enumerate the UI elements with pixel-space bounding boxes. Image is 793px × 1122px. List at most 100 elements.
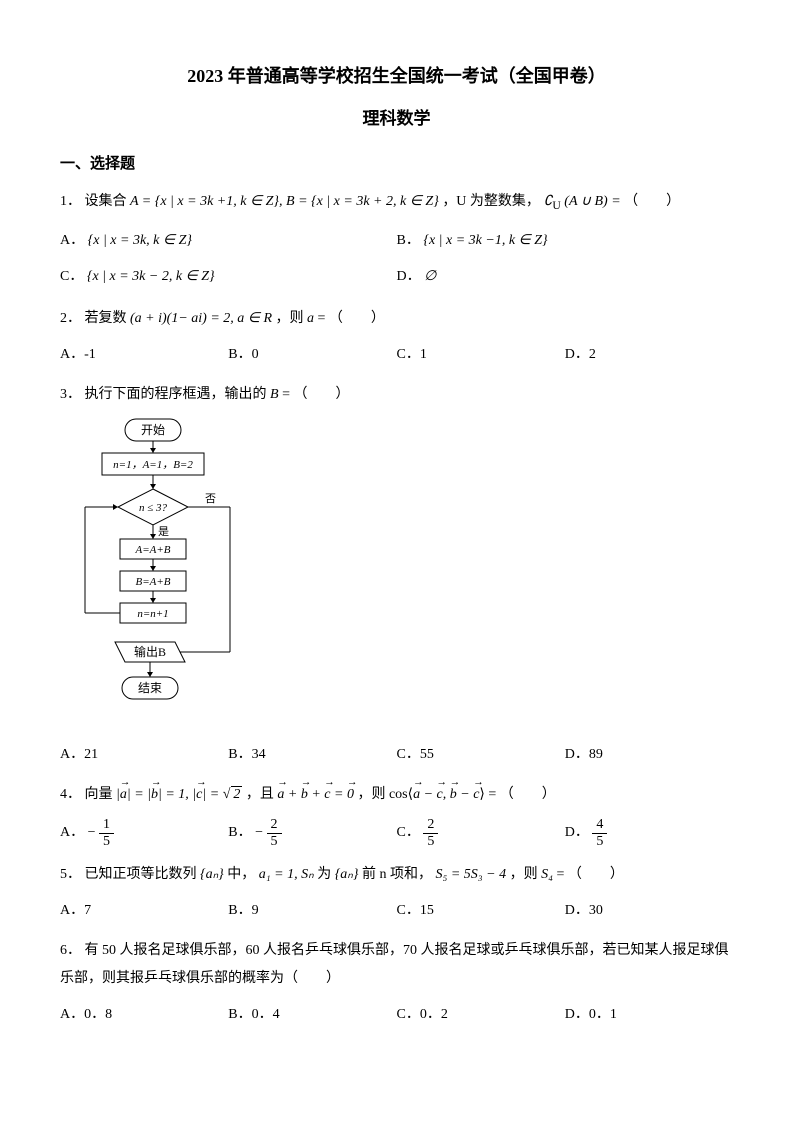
optB-sign: − [255,825,263,840]
question-5: 5． 已知正项等比数列 {aₙ} 中， a₁ = 1, Sₙ 为 {aₙ} 前 … [60,861,733,927]
q3-num: 3． [60,387,81,402]
optD-den: 5 [592,834,607,849]
fc-output: 输出B [134,644,166,659]
q5-texte: ，则 [510,867,542,882]
optB-label: B． [228,825,251,840]
fc-init: n=1，A=1，B=2 [113,459,193,471]
q2-num: 2． [60,311,81,326]
flowchart-svg: 开始 n=1，A=1，B=2 n ≤ 3? 否 是 A=A+B [70,417,270,727]
page-subtitle: 理科数学 [60,104,733,135]
q2-mid: ，则 [276,311,308,326]
q3-options: A．21 B．34 C．55 D．89 [60,739,733,771]
q5-textc: 为 [317,867,331,882]
q6-optC[interactable]: C．0．2 [397,999,565,1031]
q2-a: a [307,311,314,326]
q4-mid3: ，则 cos⟨a − c, b − c⟩ = （ ） [357,787,555,802]
optC-den: 5 [423,834,438,849]
q3-optC[interactable]: C．55 [397,739,565,771]
question-6: 6． 有 50 人报名足球俱乐部，60 人报名乒乓球俱乐部，70 人报名足球或乒… [60,937,733,1031]
section-header: 一、选择题 [60,151,733,178]
q5-an: {aₙ} [200,867,224,882]
q5-an2: {aₙ} [335,867,359,882]
optD-text: ∅ [424,269,436,284]
fc-step3: n=n+1 [137,608,168,620]
q4-optB[interactable]: B． − 25 [228,815,396,851]
q5-optC[interactable]: C．15 [397,895,565,927]
page-title: 2023 年普通高等学校招生全国统一考试（全国甲卷） [60,60,733,92]
q5-num: 5． [60,867,81,882]
optB-den: 5 [267,834,282,849]
q1-optD[interactable]: D． ∅ [397,259,734,295]
q2-eq: = （ ） [318,311,385,326]
optD-num: 4 [592,817,607,833]
q2-formula: (a + i)(1− ai) = 2, a ∈ R [130,311,272,326]
fc-step2: B=A+B [135,576,170,588]
question-4: 4． 向量 |a| = |b| = 1, |c| = 2 ，且 a + b + … [60,781,733,851]
q3-b: B [270,387,279,402]
q1-mid: ，U 为整数集， [442,194,540,209]
q5-eqn: S₅ = 5S₃ − 4 [435,867,506,882]
q3-optD[interactable]: D．89 [565,739,733,771]
q3-optA[interactable]: A．21 [60,739,228,771]
q5-optB[interactable]: B．9 [228,895,396,927]
q5-optA[interactable]: A．7 [60,895,228,927]
q3-optB[interactable]: B．34 [228,739,396,771]
optC-num: 2 [423,817,438,833]
question-1: 1． 设集合 A = {x | x = 3k +1, k ∈ Z}, B = {… [60,188,733,295]
q5-textb: 中， [227,867,255,882]
q5-s4: S₄ [541,867,553,882]
q5-options: A．7 B．9 C．15 D．30 [60,895,733,927]
q1-paren: （ ） [624,194,680,209]
q1-optB[interactable]: B． {x | x = 3k −1, k ∈ Z} [397,223,734,259]
optA-den: 5 [99,834,114,849]
optC-label: C． [397,825,420,840]
q2-options: A．-1 B．0 C．1 D．2 [60,339,733,371]
optC-label: C． [60,269,83,284]
fc-cond: n ≤ 3? [139,502,168,514]
q1-formula: A = {x | x = 3k +1, k ∈ Z}, B = {x | x =… [130,194,439,209]
q1-optA[interactable]: A． {x | x = 3k, k ∈ Z} [60,223,397,259]
flowchart: 开始 n=1，A=1，B=2 n ≤ 3? 否 是 A=A+B [70,417,733,727]
q4-optA[interactable]: A． − 15 [60,815,228,851]
optB-text: {x | x = 3k −1, k ∈ Z} [423,233,547,248]
q4-options: A． − 15 B． − 25 C． 25 D． 45 [60,815,733,851]
q6-optB[interactable]: B．0．4 [228,999,396,1031]
q4-num: 4． [60,787,81,802]
q2-optC[interactable]: C．1 [397,339,565,371]
fc-step1: A=A+B [134,544,170,556]
q2-optB[interactable]: B．0 [228,339,396,371]
q6-optA[interactable]: A．0．8 [60,999,228,1031]
q1-tailrest: (A ∪ B) = [564,194,620,209]
q2-optA[interactable]: A．-1 [60,339,228,371]
question-3: 3． 执行下面的程序框遇，输出的 B = （ ） 开始 n=1，A=1，B=2 … [60,381,733,771]
q4-mid2: ，且 [246,787,278,802]
question-2: 2． 若复数 (a + i)(1− ai) = 2, a ∈ R ，则 a = … [60,305,733,371]
q3-eq: = （ ） [282,387,349,402]
fc-end: 结束 [138,681,162,695]
q5-eq: = （ ） [556,867,623,882]
q4-optC[interactable]: C． 25 [397,815,565,851]
q6-num: 6． [60,943,81,958]
q2-optD[interactable]: D．2 [565,339,733,371]
q1-prefix: 设集合 [85,194,131,209]
q1-num: 1． [60,194,81,209]
q6-options: A．0．8 B．0．4 C．0．2 D．0．1 [60,999,733,1031]
q3-text: 执行下面的程序框遇，输出的 [85,387,271,402]
fc-yes: 是 [158,525,169,538]
q5-a1: a₁ = 1, Sₙ [259,867,314,882]
q6-optD[interactable]: D．0．1 [565,999,733,1031]
q5-optD[interactable]: D．30 [565,895,733,927]
optB-num: 2 [267,817,282,833]
q1-options: A． {x | x = 3k, k ∈ Z} B． {x | x = 3k −1… [60,223,733,295]
q6-text: 有 50 人报名足球俱乐部，60 人报名乒乓球俱乐部，70 人报名足球或乒乓球俱… [60,943,729,986]
q5-texta: 已知正项等比数列 [85,867,197,882]
q4-optD[interactable]: D． 45 [565,815,733,851]
optB-label: B． [397,233,420,248]
q5-textd: 前 n 项和， [362,867,432,882]
q4-prefix: 向量 [85,787,117,802]
q4-sqrt: 2 [231,786,242,802]
q1-sub: U [552,199,560,212]
fc-start: 开始 [141,423,165,437]
optD-label: D． [565,825,589,840]
q1-optC[interactable]: C． {x | x = 3k − 2, k ∈ Z} [60,259,397,295]
